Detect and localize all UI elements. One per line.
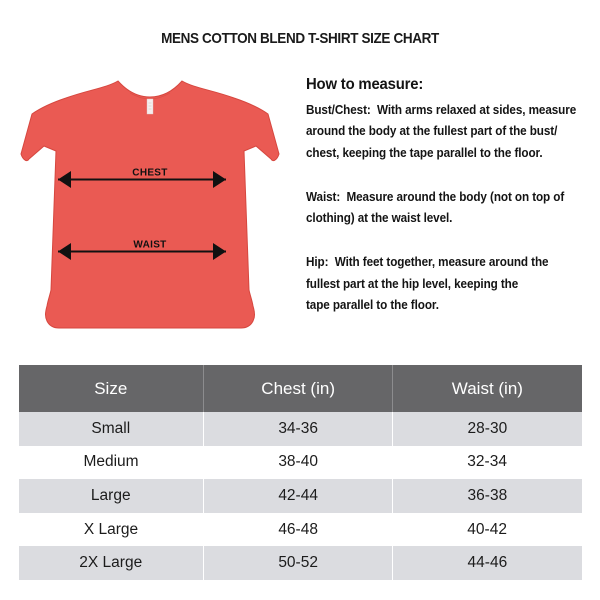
svg-text:WAIST: WAIST	[133, 240, 166, 251]
svg-text:CHEST: CHEST	[132, 168, 167, 179]
